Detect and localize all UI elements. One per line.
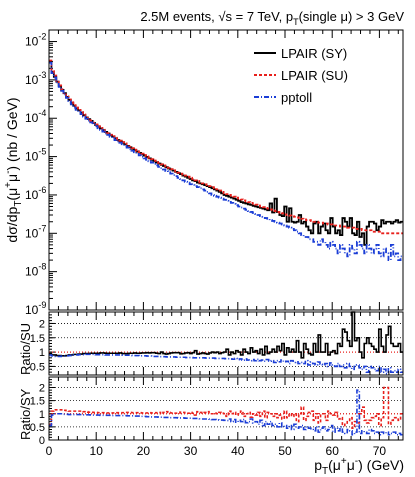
y-tick-label: 10-5 xyxy=(25,147,46,164)
chart-title: 2.5M events, √s = 7 TeV, pT(single μ) > … xyxy=(140,9,404,27)
series-line-su xyxy=(49,59,403,235)
y-tick-label: 10-2 xyxy=(25,32,46,49)
y-tick-label: 10-4 xyxy=(25,108,46,125)
x-tick-label: 10 xyxy=(90,444,104,458)
ratio-su-label: Ratio/SU xyxy=(18,323,33,375)
ratio-sy-series-0 xyxy=(49,386,403,429)
x-axis-label: pT(μ+μ-) (GeV) xyxy=(314,456,404,477)
ratio-sy-series-1 xyxy=(49,389,403,436)
y-tick-label: 10-7 xyxy=(25,223,46,240)
ratio-sy-y-tick-label: 0 xyxy=(39,435,45,447)
y-tick-label: 10-6 xyxy=(25,185,46,202)
legend: LPAIR (SY) LPAIR (SU) pptoll xyxy=(254,46,348,105)
ratio-su-y-tick-label: 1 xyxy=(39,347,45,359)
ratio-sy-y-tick-label: 1 xyxy=(39,409,45,421)
ratio-su-y-tick-label: 2 xyxy=(39,318,45,330)
ratio-su-series-1 xyxy=(49,353,403,375)
x-tick-label: 0 xyxy=(46,444,53,458)
ratio-su-frame xyxy=(48,311,404,376)
legend-label-pptoll: pptoll xyxy=(281,90,312,105)
ratio-su-y-tick-label: 0.5 xyxy=(30,361,45,373)
series-line-pptoll xyxy=(49,61,403,261)
x-tick-label: 70 xyxy=(373,444,387,458)
ratio-su-y-tick-label: 1.5 xyxy=(30,333,45,345)
ratio-sy-y-tick-label: 1.5 xyxy=(30,396,45,408)
y-tick-label: 10-3 xyxy=(25,70,46,87)
y-tick-label: 10-9 xyxy=(25,300,46,317)
y-tick-label: 10-8 xyxy=(25,262,46,279)
ratio-sy-y-tick-label: 2 xyxy=(39,383,45,395)
plot-frame-top xyxy=(48,29,404,311)
ratio-su-series-0 xyxy=(49,311,403,359)
ratio-sy-y-tick-label: 0.5 xyxy=(30,422,45,434)
x-tick-label: 40 xyxy=(231,444,245,458)
x-tick-label: 50 xyxy=(278,444,292,458)
ratio-sy-label: Ratio/SY xyxy=(18,388,33,440)
series-line-sy xyxy=(49,60,403,246)
legend-label-sy: LPAIR (SY) xyxy=(281,46,347,61)
x-tick-label: 30 xyxy=(184,444,198,458)
x-tick-label: 60 xyxy=(326,444,340,458)
x-tick-label: 20 xyxy=(137,444,151,458)
ratio-sy-frame xyxy=(48,376,404,441)
legend-label-su: LPAIR (SU) xyxy=(281,68,348,83)
y-axis-label: dσ/dpT(μ+μ-) (nb / GeV) xyxy=(3,97,24,242)
